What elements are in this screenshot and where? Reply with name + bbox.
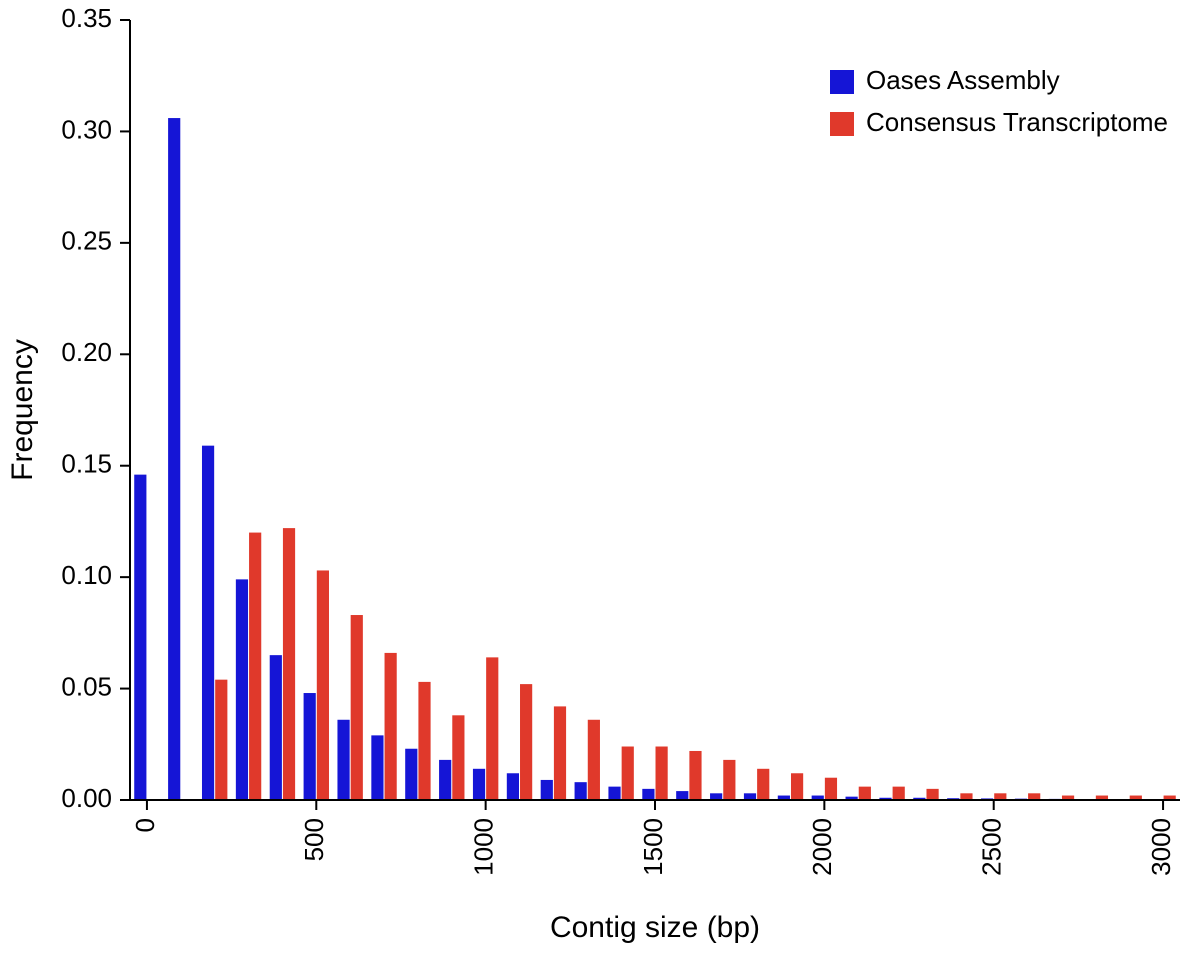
x-tick-label: 3000 (1146, 818, 1176, 876)
bar (520, 684, 532, 800)
bar (656, 747, 668, 800)
legend-label: Oases Assembly (866, 65, 1060, 95)
y-axis-label: Frequency (6, 339, 39, 481)
bar (304, 693, 316, 800)
bar (960, 793, 972, 800)
legend-swatch (830, 70, 854, 94)
bar (608, 787, 620, 800)
bar (439, 760, 451, 800)
bar (825, 778, 837, 800)
bar (473, 769, 485, 800)
bar (249, 533, 261, 800)
bar (575, 782, 587, 800)
x-tick-label: 500 (299, 818, 329, 861)
y-tick-label: 0.30 (61, 114, 112, 144)
bar (270, 655, 282, 800)
bar (134, 475, 146, 800)
bar (893, 787, 905, 800)
bar (676, 791, 688, 800)
bar (486, 657, 498, 800)
legend-swatch (830, 112, 854, 136)
bar (859, 787, 871, 800)
bar (215, 680, 227, 800)
x-tick-label: 1500 (638, 818, 668, 876)
y-tick-label: 0.00 (61, 783, 112, 813)
bar (710, 793, 722, 800)
bar (554, 706, 566, 800)
y-tick-label: 0.25 (61, 226, 112, 256)
bar (642, 789, 654, 800)
chart-container: 0.00 0.05 0.10 0.15 0.20 0.25 0.30 0.35 0 500 1000… (0, 0, 1200, 957)
bar (317, 570, 329, 800)
y-tick-label: 0.10 (61, 560, 112, 590)
bar (588, 720, 600, 800)
bar (418, 682, 430, 800)
bar (351, 615, 363, 800)
y-tick-label: 0.15 (61, 449, 112, 479)
bar (622, 747, 634, 800)
bar (744, 793, 756, 800)
bar (723, 760, 735, 800)
bar (168, 118, 180, 800)
bar (202, 446, 214, 800)
bar (452, 715, 464, 800)
y-tick-label: 0.35 (61, 3, 112, 33)
legend-label: Consensus Transcriptome (866, 107, 1168, 137)
histogram-chart: 0.00 0.05 0.10 0.15 0.20 0.25 0.30 0.35 0 500 1000… (0, 0, 1200, 957)
bar (236, 579, 248, 800)
bar (337, 720, 349, 800)
bar (757, 769, 769, 800)
bar (1028, 793, 1040, 800)
bar (926, 789, 938, 800)
bar (371, 735, 383, 800)
bar (541, 780, 553, 800)
x-tick-label: 2500 (977, 818, 1007, 876)
bar (405, 749, 417, 800)
bar (791, 773, 803, 800)
bar (689, 751, 701, 800)
bar (385, 653, 397, 800)
bar (283, 528, 295, 800)
y-tick-label: 0.20 (61, 337, 112, 367)
x-axis-label: Contig size (bp) (550, 911, 760, 944)
bar (994, 793, 1006, 800)
bar (507, 773, 519, 800)
x-tick-label: 1000 (469, 818, 499, 876)
y-tick-label: 0.05 (61, 671, 112, 701)
x-tick-label: 2000 (807, 818, 837, 876)
x-tick-label: 0 (130, 818, 160, 832)
